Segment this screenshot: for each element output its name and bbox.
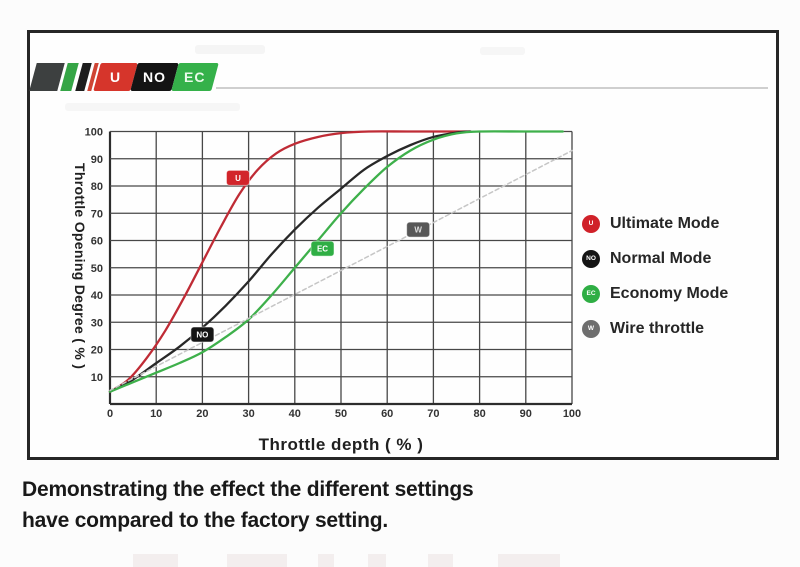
cutoff-artifact	[133, 554, 178, 567]
cutoff-artifact	[368, 554, 386, 567]
cutoff-artifact	[318, 554, 334, 567]
scan-smudge	[480, 47, 525, 55]
caption-line-1: Demonstrating the effect the different s…	[22, 478, 474, 501]
legend-item-ultimate: U Ultimate Mode	[582, 206, 728, 241]
wire-throttle-dot-icon: W	[582, 319, 600, 338]
economy-mode-dot-icon: EC	[582, 284, 600, 303]
y-axis-title: Throttle Opening Degree ( % )	[72, 163, 88, 370]
banner-rule-line	[216, 87, 768, 89]
legend-label: Economy Mode	[610, 284, 729, 302]
cutoff-artifact	[227, 554, 287, 567]
logo-economy-letter: EC	[184, 69, 206, 85]
legend-item-normal: NO Normal Mode	[582, 241, 728, 276]
legend-label: Normal Mode	[610, 249, 712, 267]
ultimate-mode-dot-icon: U	[582, 214, 600, 233]
legend-label: Ultimate Mode	[610, 214, 720, 232]
legend-item-economy: EC Economy Mode	[582, 276, 728, 311]
legend-label: Wire throttle	[610, 319, 705, 337]
chart-legend: U Ultimate Mode NO Normal Mode EC Econom…	[582, 206, 728, 346]
figure-caption: Demonstrating the effect the different s…	[22, 474, 582, 536]
x-axis-title: Throttle depth ( % )	[258, 435, 424, 454]
logo-economy-badge: EC	[171, 63, 219, 91]
legend-item-wire: W Wire throttle	[582, 311, 728, 346]
cutoff-artifact	[428, 554, 453, 567]
scan-smudge	[195, 45, 265, 54]
scan-smudge	[65, 103, 240, 111]
cutoff-artifact	[498, 554, 560, 567]
logo-ultimate-letter: U	[109, 69, 122, 85]
caption-line-2: have compared to the factory setting.	[22, 509, 389, 532]
normal-mode-dot-icon: NO	[582, 249, 600, 268]
logo-normal-letter: NO	[143, 69, 166, 85]
